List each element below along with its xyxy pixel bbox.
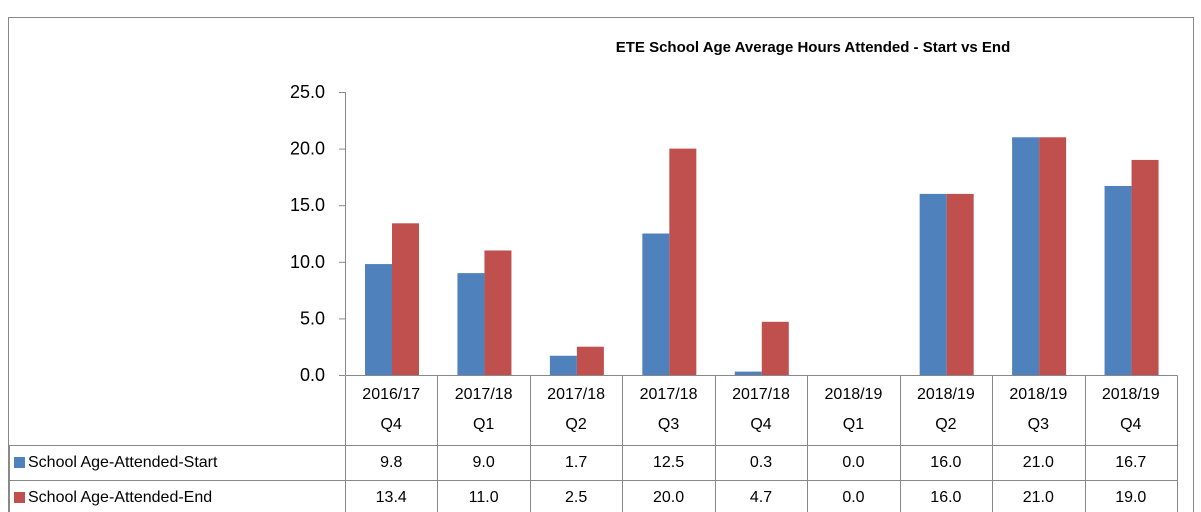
category-label-text: 2018/19 Q2 — [916, 386, 975, 433]
bar — [1131, 159, 1159, 375]
data-label: 21.0 — [992, 480, 1084, 512]
bar — [1039, 137, 1067, 375]
y-tick-label: 15.0 — [290, 195, 325, 215]
data-label-text: 16.0 — [930, 453, 962, 471]
data-label: 0.3 — [715, 445, 807, 480]
data-label-text: 0.0 — [842, 453, 865, 471]
data-label: 16.0 — [900, 480, 992, 512]
data-label-text: 0.0 — [842, 488, 865, 506]
category-label: 2018/19 Q4 — [1085, 375, 1177, 445]
category-label-text: 2017/18 Q2 — [547, 386, 606, 433]
category-label: 2018/19 Q3 — [992, 375, 1084, 445]
data-label: 2.5 — [530, 480, 622, 512]
data-label-text: 19.0 — [1115, 488, 1147, 506]
data-label-text: 9.8 — [380, 453, 403, 471]
y-tick-label: 25.0 — [290, 82, 325, 102]
legend-entry: School Age-Attended-Start — [8, 445, 345, 480]
category-label-text: 2018/19 Q1 — [824, 386, 883, 433]
category-label: 2017/18 Q1 — [437, 375, 529, 445]
bar — [365, 264, 392, 375]
category-label-text: 2017/18 Q4 — [732, 386, 790, 433]
data-label-text: 2.5 — [564, 488, 588, 506]
data-label-text: 20.0 — [652, 488, 685, 506]
data-label-text: 16.7 — [1115, 453, 1147, 471]
category-label: 2018/19 Q1 — [807, 375, 899, 445]
data-label-text: 11.0 — [468, 488, 499, 506]
bar — [642, 233, 670, 375]
data-label-text: 0.3 — [749, 453, 773, 471]
data-label: 9.0 — [437, 445, 529, 480]
legend-swatch — [14, 492, 25, 503]
category-label: 2018/19 Q2 — [900, 375, 992, 445]
bar — [484, 250, 512, 375]
y-tick-label: 10.0 — [290, 252, 325, 272]
legend-swatch — [14, 457, 25, 468]
bar — [669, 148, 697, 375]
data-label: 13.4 — [345, 480, 437, 512]
data-label: 4.7 — [715, 480, 807, 512]
data-label: 19.0 — [1085, 480, 1177, 512]
data-label: 0.0 — [807, 445, 899, 480]
category-label: 2017/18 Q2 — [530, 375, 622, 445]
data-label-text: 12.5 — [652, 453, 685, 471]
category-label: 2017/18 Q3 — [622, 375, 714, 445]
chart-frame — [8, 17, 1194, 512]
data-label: 16.0 — [900, 445, 992, 480]
data-label: 16.7 — [1085, 445, 1177, 480]
data-label: 20.0 — [622, 480, 714, 512]
data-label: 12.5 — [622, 445, 714, 480]
bar — [1012, 137, 1040, 375]
legend-label: School Age-Attended-End — [28, 488, 213, 506]
bar — [946, 193, 974, 375]
data-label-text: 1.7 — [564, 453, 588, 471]
data-label: 9.8 — [345, 445, 437, 480]
bar — [919, 193, 947, 375]
category-label-text: 2016/17 Q4 — [362, 386, 421, 433]
category-label-text: 2017/18 Q1 — [454, 386, 513, 433]
data-label-text: 16.0 — [930, 488, 962, 506]
data-label: 1.7 — [530, 445, 622, 480]
data-label-text: 9.0 — [472, 453, 495, 471]
bar — [576, 346, 604, 375]
category-label-text: 2018/19 Q4 — [1101, 386, 1160, 433]
bar — [734, 371, 762, 375]
y-tick-label: 0.0 — [300, 365, 325, 385]
data-label-text: 13.4 — [375, 488, 407, 506]
legend-entry: School Age-Attended-End — [8, 480, 345, 512]
bar — [1104, 185, 1132, 375]
category-label-text: 2017/18 Q3 — [639, 386, 698, 433]
chart-title: ETE School Age Average Hours Attended - … — [616, 39, 1011, 56]
bar — [761, 321, 789, 375]
data-label: 21.0 — [992, 445, 1084, 480]
data-label-text: 21.0 — [1022, 453, 1054, 471]
y-tick-label: 20.0 — [290, 139, 325, 159]
legend-label: School Age-Attended-Start — [28, 453, 218, 471]
bar — [549, 355, 577, 375]
category-label: 2017/18 Q4 — [715, 375, 807, 445]
data-label: 0.0 — [807, 480, 899, 512]
bar — [457, 273, 485, 375]
y-tick-label: 5.0 — [300, 308, 325, 328]
category-label-text: 2018/19 Q3 — [1009, 386, 1068, 433]
bar — [392, 223, 419, 375]
data-label: 11.0 — [437, 480, 529, 512]
category-label: 2016/17 Q4 — [345, 375, 437, 445]
data-label-text: 4.7 — [749, 488, 773, 506]
data-label-text: 21.0 — [1022, 488, 1054, 506]
